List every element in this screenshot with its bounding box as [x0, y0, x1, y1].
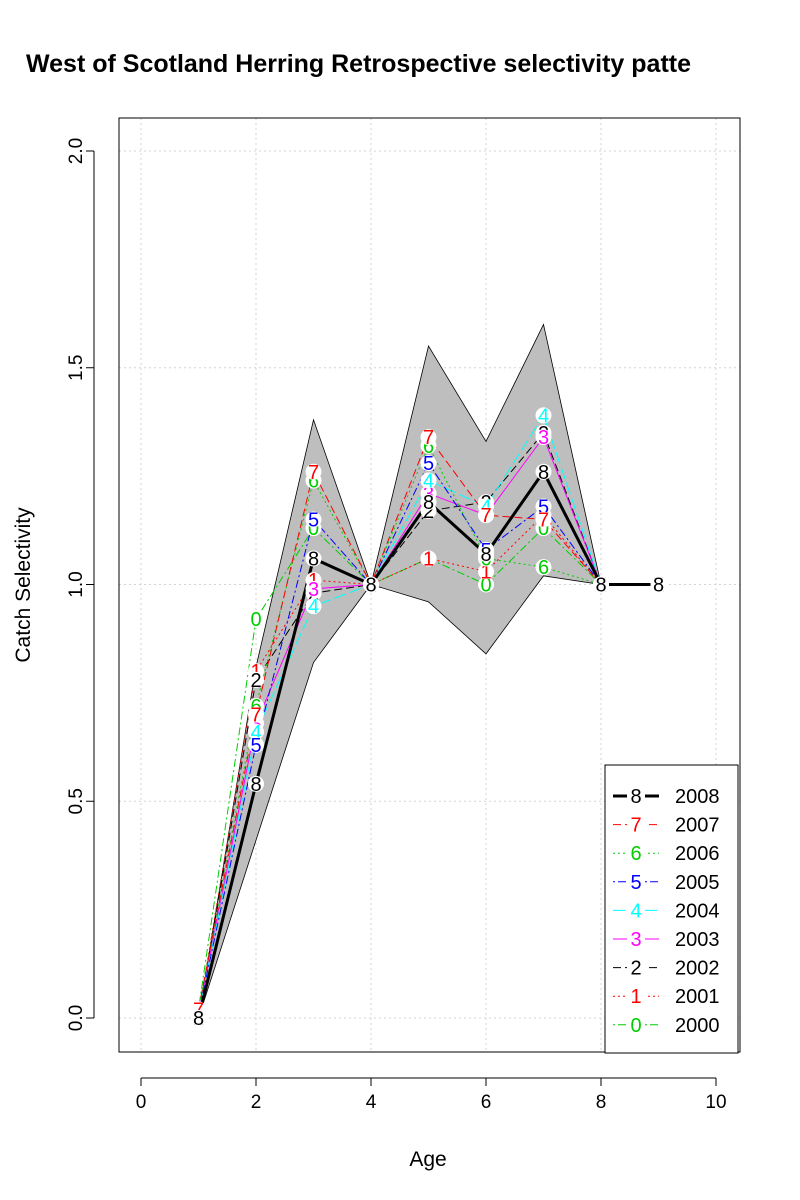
- marker-2003: 3: [538, 427, 549, 449]
- legend-label-2003: 2003: [675, 929, 720, 951]
- legend-marker-2000: 0: [630, 1015, 641, 1037]
- marker-2005: 5: [250, 735, 261, 757]
- legend-label-2001: 2001: [675, 986, 720, 1008]
- marker-2008: 8: [423, 492, 434, 514]
- legend-marker-2002: 2: [630, 958, 641, 980]
- legend-label-2000: 2000: [675, 1015, 720, 1037]
- marker-2007: 7: [480, 505, 491, 527]
- y-tick-label: 1.5: [66, 355, 87, 381]
- chart-title: West of Scotland Herring Retrospective s…: [26, 50, 691, 78]
- marker-2000: 0: [250, 609, 261, 631]
- legend-marker-2008: 8: [630, 786, 641, 808]
- y-tick-label: 0.0: [66, 1005, 87, 1031]
- legend-label-2002: 2002: [675, 958, 720, 980]
- marker-2008: 8: [365, 575, 376, 597]
- legend-label-2006: 2006: [675, 843, 720, 865]
- marker-2006: 6: [538, 557, 549, 579]
- legend-label-2007: 2007: [675, 815, 720, 837]
- y-tick-label: 2.0: [66, 138, 87, 164]
- x-tick-label: 10: [705, 1092, 726, 1113]
- y-tick-label: 1.0: [66, 571, 87, 597]
- marker-2002: 2: [250, 670, 261, 692]
- marker-2008: 8: [308, 548, 319, 570]
- marker-2007: 7: [423, 427, 434, 449]
- legend-label-2008: 2008: [675, 786, 720, 808]
- legend-marker-2001: 1: [630, 986, 641, 1008]
- marker-2001: 1: [423, 548, 434, 570]
- marker-2008: 8: [480, 544, 491, 566]
- legend-label-2005: 2005: [675, 872, 720, 894]
- marker-2004: 4: [538, 405, 549, 427]
- x-tick-label: 4: [366, 1092, 377, 1113]
- legend-marker-2004: 4: [630, 900, 641, 922]
- legend: 8 2008 7 2007 6 2006 5 2005 4 2004 3 2003 2 2002 1 2001…: [605, 765, 738, 1053]
- series-markers: 0000000001111111112222222223333333334444…: [191, 405, 667, 1030]
- legend-label-2004: 2004: [675, 900, 720, 922]
- legend-marker-2005: 5: [630, 872, 641, 894]
- y-tick-label: 0.5: [66, 788, 87, 814]
- marker-2008: 8: [538, 462, 549, 484]
- x-tick-label: 0: [136, 1092, 147, 1113]
- x-axis-label: Age: [409, 1148, 446, 1171]
- y-axis: 0.0 0.5 1.0 1.5 2.0: [66, 138, 94, 1031]
- marker-2007: 7: [308, 462, 319, 484]
- marker-2008: 8: [250, 774, 261, 796]
- legend-marker-2007: 7: [630, 815, 641, 837]
- marker-2008: 8: [595, 575, 606, 597]
- y-axis-label: Catch Selectivity: [12, 507, 35, 663]
- marker-2008: 8: [653, 575, 664, 597]
- marker-2007: 7: [538, 509, 549, 531]
- legend-marker-2006: 6: [630, 843, 641, 865]
- x-tick-label: 6: [481, 1092, 492, 1113]
- marker-2008: 8: [193, 1008, 204, 1030]
- x-axis: 0 2 4 6 8 10: [136, 1078, 727, 1113]
- marker-2004: 4: [308, 596, 319, 618]
- marker-2005: 5: [308, 509, 319, 531]
- legend-marker-2003: 3: [630, 929, 641, 951]
- x-tick-label: 2: [251, 1092, 262, 1113]
- marker-2007: 7: [250, 705, 261, 727]
- x-tick-label: 8: [596, 1092, 607, 1113]
